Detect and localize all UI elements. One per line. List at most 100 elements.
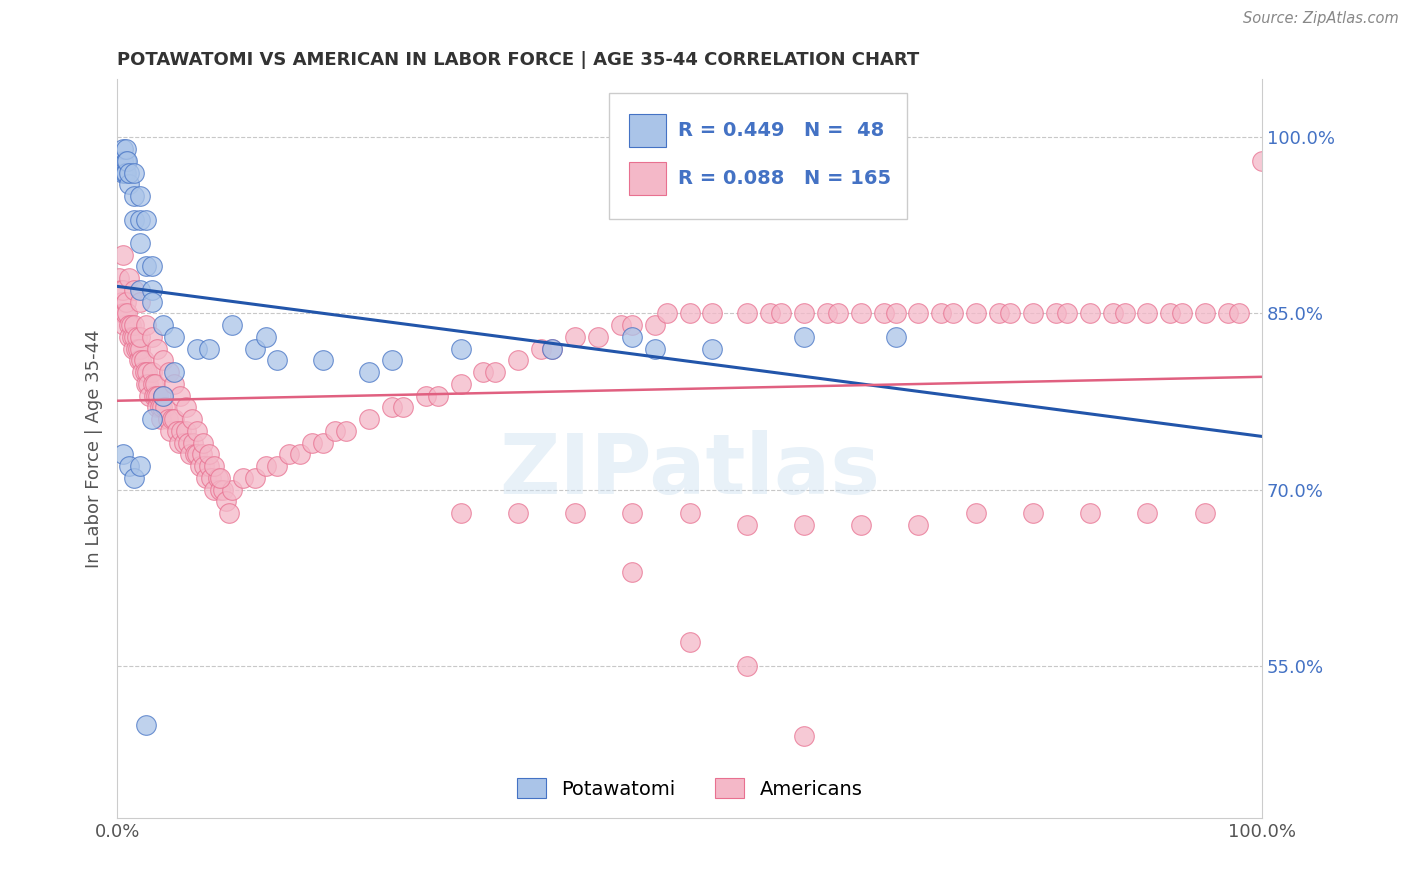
Point [254, 330, 277, 344]
Point [135, 376, 157, 391]
Point [145, 389, 167, 403]
Point [111, 306, 134, 320]
Point [150, 401, 173, 415]
Point [243, 471, 266, 485]
Point [793, 517, 815, 532]
Point [1045, 306, 1067, 320]
Point [209, 483, 232, 497]
Point [129, 342, 152, 356]
Point [450, 342, 472, 356]
Point [121, 330, 143, 344]
Point [907, 517, 929, 532]
Point [146, 342, 169, 356]
Point [117, 306, 139, 320]
Point [129, 353, 152, 368]
Point [195, 471, 218, 485]
Point [1194, 306, 1216, 320]
Point [112, 318, 135, 333]
Point [124, 212, 146, 227]
Point [111, 153, 134, 168]
Point [135, 212, 157, 227]
Point [1022, 506, 1045, 520]
Point [758, 306, 780, 320]
Point [1022, 306, 1045, 320]
Point [152, 389, 174, 403]
Point [152, 353, 174, 368]
Point [215, 494, 238, 508]
Point [166, 424, 188, 438]
Point [1136, 506, 1159, 520]
Point [170, 424, 193, 438]
Point [115, 294, 138, 309]
Point [125, 330, 148, 344]
Point [114, 306, 136, 320]
Point [506, 506, 529, 520]
Point [148, 401, 170, 415]
Point [621, 565, 644, 579]
Point [132, 353, 155, 368]
Point [884, 330, 907, 344]
Point [357, 412, 380, 426]
Point [586, 330, 609, 344]
Point [117, 153, 139, 168]
Point [243, 342, 266, 356]
Point [827, 306, 849, 320]
Text: N =  48: N = 48 [804, 120, 884, 140]
Point [163, 412, 186, 426]
Point [124, 165, 146, 179]
Point [987, 306, 1010, 320]
Point [160, 412, 183, 426]
Point [735, 517, 758, 532]
Point [197, 459, 219, 474]
Point [1078, 506, 1101, 520]
Point [117, 178, 139, 192]
Point [124, 283, 146, 297]
Point [1136, 306, 1159, 320]
Point [266, 353, 288, 368]
Point [163, 330, 186, 344]
Point [644, 318, 666, 333]
Point [129, 283, 152, 297]
Point [655, 306, 678, 320]
Point [129, 189, 152, 203]
Point [735, 306, 758, 320]
Point [450, 506, 472, 520]
Point [735, 658, 758, 673]
Point [135, 717, 157, 731]
Point [124, 189, 146, 203]
Point [117, 271, 139, 285]
Point [931, 306, 953, 320]
Text: Source: ZipAtlas.com: Source: ZipAtlas.com [1243, 11, 1399, 26]
Point [174, 424, 197, 438]
Point [200, 471, 222, 485]
Point [851, 306, 873, 320]
Point [204, 483, 226, 497]
Point [159, 424, 181, 438]
Point [136, 365, 159, 379]
Point [323, 424, 346, 438]
Point [122, 342, 145, 356]
Point [111, 283, 134, 297]
Point [124, 330, 146, 344]
Point [186, 447, 208, 461]
Point [167, 435, 190, 450]
Point [129, 235, 152, 250]
Point [873, 306, 896, 320]
Text: R = 0.449: R = 0.449 [678, 120, 785, 140]
Point [484, 365, 506, 379]
Point [1114, 306, 1136, 320]
Point [127, 342, 149, 356]
Point [942, 306, 965, 320]
Point [141, 283, 163, 297]
Point [108, 271, 131, 285]
Point [141, 330, 163, 344]
Point [211, 483, 233, 497]
Point [186, 424, 208, 438]
Point [1171, 306, 1194, 320]
Point [117, 330, 139, 344]
Point [173, 435, 195, 450]
Point [564, 506, 586, 520]
Point [163, 365, 186, 379]
Point [191, 447, 214, 461]
Point [110, 283, 132, 297]
